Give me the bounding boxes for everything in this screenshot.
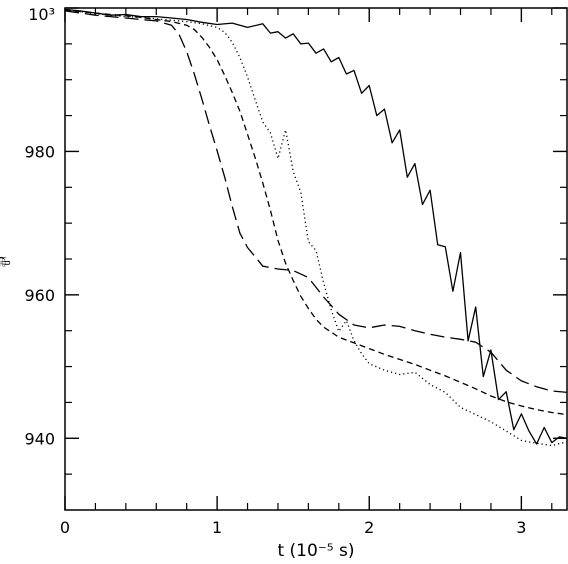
- y-tick-label: 940: [24, 429, 55, 448]
- ticks-layer: [64, 7, 567, 510]
- y-tick-label: 980: [24, 142, 55, 161]
- x-axis-label: t (10⁻⁵ s): [277, 541, 354, 561]
- x-tick-label: 1: [212, 518, 222, 537]
- y-tick-label: 960: [24, 286, 55, 305]
- plot-frame: [64, 7, 568, 511]
- y-axis-label: ⅌: [0, 256, 15, 267]
- series-layer: [64, 8, 568, 447]
- series-line-solid: [64, 8, 568, 445]
- x-tick-label: 3: [516, 518, 526, 537]
- series-line-dotted: [64, 9, 568, 447]
- series-line-longdash: [64, 10, 568, 394]
- series-line-dashed: [64, 9, 568, 416]
- x-tick-label: 0: [60, 518, 70, 537]
- labels-layer: 0 1 2 3 940 960 980 10³: [24, 5, 526, 537]
- y-tick-label: 10³: [28, 5, 55, 24]
- x-tick-label: 2: [364, 518, 374, 537]
